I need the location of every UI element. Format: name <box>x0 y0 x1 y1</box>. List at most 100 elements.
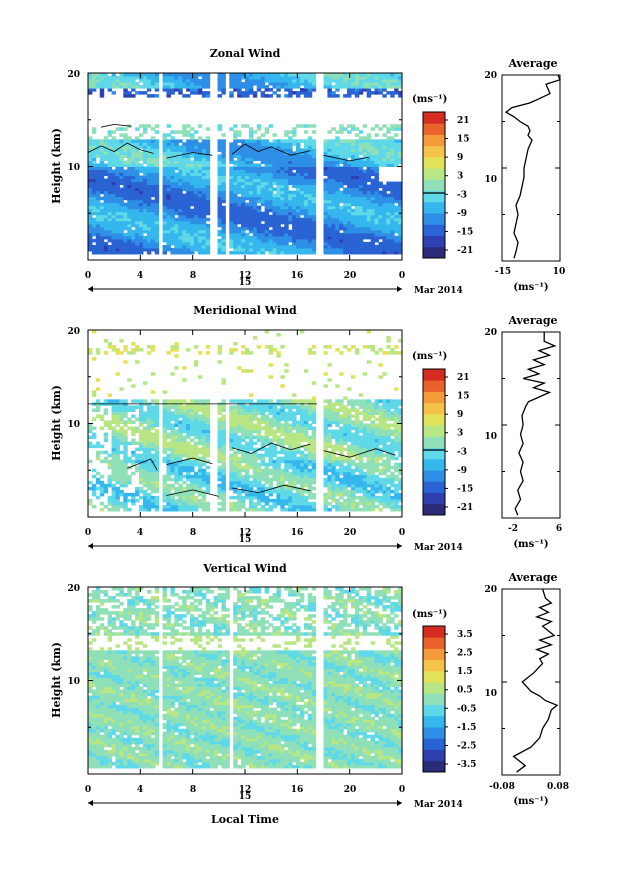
heatmap-cell <box>378 209 382 213</box>
heatmap-cell <box>304 130 308 134</box>
heatmap-cell <box>194 451 198 455</box>
heatmap-cell <box>237 245 241 249</box>
heatmap-cell <box>198 230 202 234</box>
heatmap-cell <box>186 454 190 458</box>
heatmap-cell <box>233 176 237 180</box>
heatmap-cell <box>233 212 237 216</box>
heatmap-cell <box>288 405 292 409</box>
heatmap-cell <box>182 85 186 89</box>
heatmap-cell <box>127 167 131 171</box>
heatmap-cell <box>276 463 280 467</box>
heatmap-cell <box>245 427 249 431</box>
heatmap-cell <box>233 124 237 128</box>
heatmap-cell <box>190 230 194 234</box>
heatmap-cell <box>147 427 151 431</box>
heatmap-cell <box>375 233 379 237</box>
heatmap-cell <box>343 139 347 143</box>
heatmap-cell <box>249 206 253 210</box>
heatmap-cell <box>343 248 347 252</box>
heatmap-cell <box>218 154 222 158</box>
heatmap-cell <box>147 454 151 458</box>
heatmap-cell <box>249 417 253 421</box>
heatmap-cell <box>280 206 284 210</box>
heatmap-cell <box>115 179 119 183</box>
heatmap-cell <box>257 197 261 201</box>
heatmap-cell <box>265 414 269 418</box>
heatmap-cell <box>123 160 127 164</box>
heatmap-cell <box>190 445 194 449</box>
heatmap-cell <box>229 454 233 458</box>
heatmap-cell <box>186 236 190 240</box>
heatmap-cell <box>331 215 335 219</box>
heatmap-cell <box>269 206 273 210</box>
heatmap-cell <box>147 230 151 234</box>
heatmap-cell <box>253 460 257 464</box>
heatmap-cell <box>375 185 379 189</box>
heatmap-cell <box>198 215 202 219</box>
heatmap-cell <box>249 91 253 95</box>
heatmap-cell <box>119 197 123 201</box>
heatmap-cell <box>249 236 253 240</box>
heatmap-cell <box>359 182 363 186</box>
heatmap-cell <box>249 160 253 164</box>
heatmap-cell <box>92 330 96 334</box>
heatmap-cell <box>178 427 182 431</box>
heatmap-cell <box>170 499 174 503</box>
heatmap-cell <box>233 76 237 80</box>
heatmap-cell <box>88 442 92 446</box>
heatmap-cell <box>170 139 174 143</box>
colorbar-swatch <box>423 112 445 124</box>
heatmap-cell <box>194 218 198 222</box>
heatmap-cell <box>237 366 241 370</box>
colorbar-swatch <box>423 134 445 146</box>
heatmap-cell <box>339 245 343 249</box>
heatmap-cell <box>284 490 288 494</box>
heatmap-cell <box>237 420 241 424</box>
heatmap-cell <box>178 148 182 152</box>
heatmap-cell <box>100 167 104 171</box>
heatmap-cell <box>272 224 276 228</box>
heatmap-cell <box>218 79 222 83</box>
heatmap-cell <box>170 194 174 198</box>
heatmap-cell <box>284 411 288 415</box>
heatmap-cell <box>127 182 131 186</box>
heatmap-cell <box>276 191 280 195</box>
heatmap-cell <box>112 236 116 240</box>
heatmap-cell <box>174 499 178 503</box>
heatmap-cell <box>131 405 135 409</box>
heatmap-cell <box>327 239 331 243</box>
heatmap-cell <box>202 414 206 418</box>
heatmap-cell <box>186 408 190 412</box>
heatmap-cell <box>300 200 304 204</box>
heatmap-cell <box>96 85 100 89</box>
heatmap-cell <box>104 209 108 213</box>
heatmap-cell <box>167 242 171 246</box>
heatmap-cell <box>123 133 127 137</box>
heatmap-cell <box>147 73 151 77</box>
heatmap-cell <box>151 502 155 506</box>
heatmap-cell <box>351 239 355 243</box>
heatmap-cell <box>229 94 233 98</box>
heatmap-cell <box>170 145 174 149</box>
heatmap-cell <box>92 170 96 174</box>
heatmap-cell <box>288 499 292 503</box>
heatmap-cell <box>131 454 135 458</box>
heatmap-cell <box>151 411 155 415</box>
heatmap-cell <box>272 448 276 452</box>
heatmap-cell <box>218 127 222 131</box>
heatmap-cell <box>163 133 167 137</box>
heatmap-cell <box>178 76 182 80</box>
heatmap-cell <box>280 469 284 473</box>
heatmap-cell <box>233 191 237 195</box>
heatmap-cell <box>253 151 257 155</box>
heatmap-cell <box>127 82 131 86</box>
heatmap-cell <box>241 445 245 449</box>
heatmap-cell <box>178 463 182 467</box>
heatmap-cell <box>108 454 112 458</box>
heatmap-cell <box>92 218 96 222</box>
heatmap-cell <box>115 191 119 195</box>
heatmap-cell <box>355 76 359 80</box>
heatmap-cell <box>167 236 171 240</box>
heatmap-cell <box>272 170 276 174</box>
heatmap-cell <box>221 139 225 143</box>
